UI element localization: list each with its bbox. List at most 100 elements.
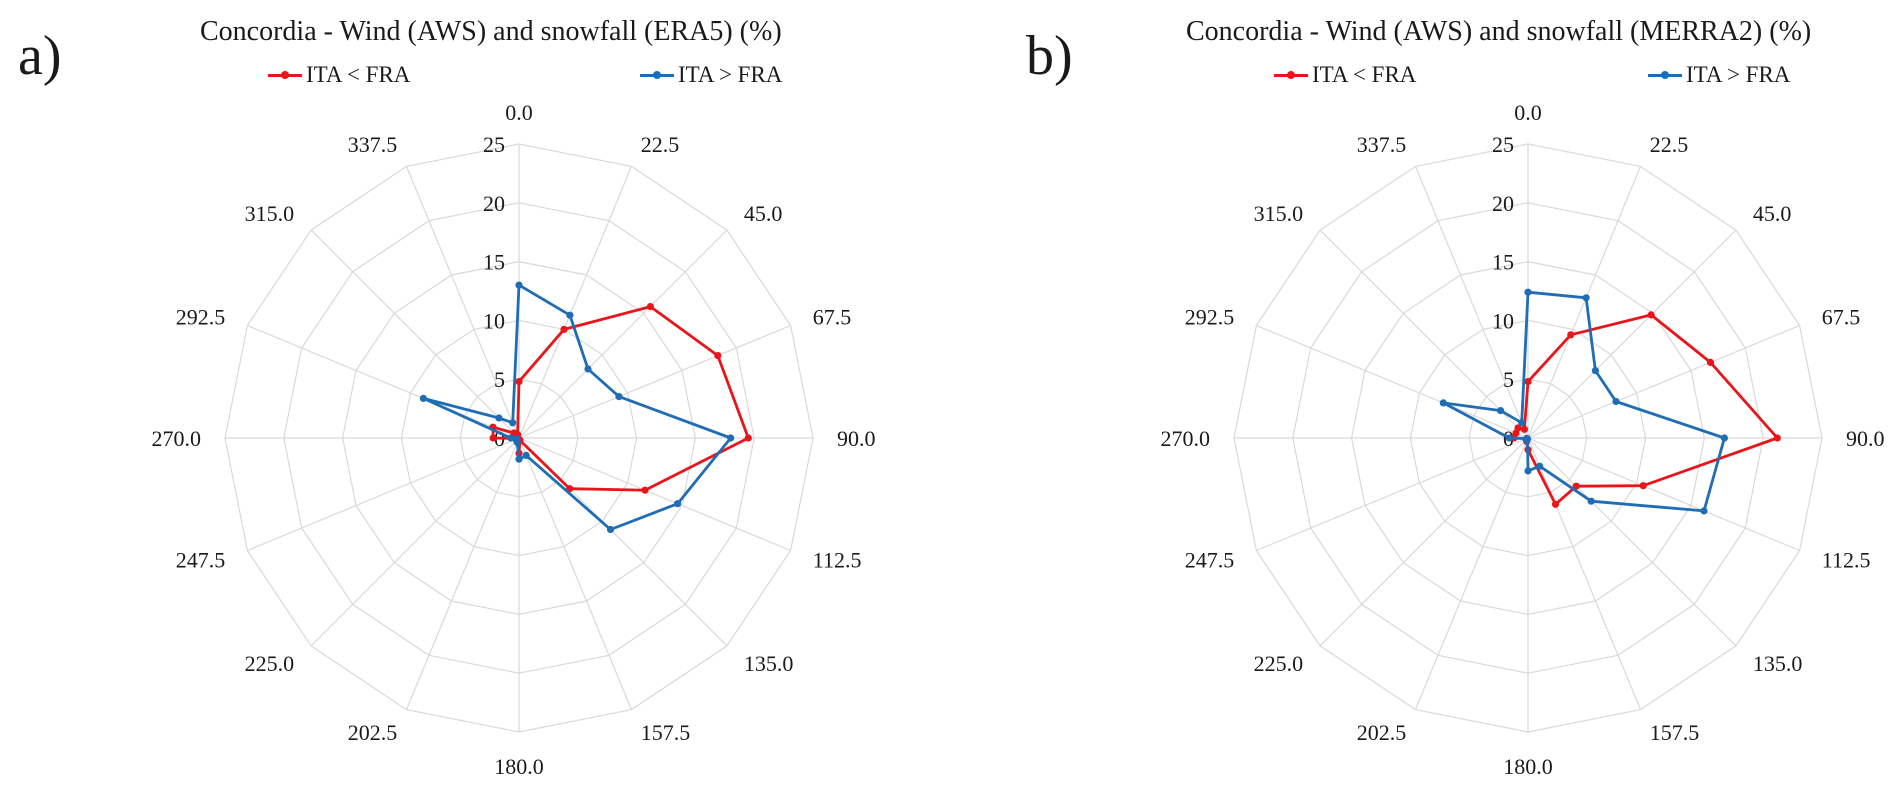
grid-spoke xyxy=(1256,437,1529,552)
data-point xyxy=(1524,378,1532,386)
category-label: 112.5 xyxy=(1822,548,1871,573)
category-label: 157.5 xyxy=(641,720,691,745)
panel-letter: b) xyxy=(1026,25,1073,87)
data-point xyxy=(1572,482,1580,490)
data-point xyxy=(674,500,682,508)
chart-panel-a: a) Concordia - Wind (AWS) and snowfall (… xyxy=(18,16,876,780)
legend-item-series-2: ITA > FRA xyxy=(1648,63,1790,86)
legend-swatch xyxy=(1274,68,1308,82)
chart-title: Concordia - Wind (AWS) and snowfall (MER… xyxy=(1186,16,1812,47)
data-point xyxy=(1523,434,1531,443)
category-label: 292.5 xyxy=(1185,304,1235,329)
grid-spoke xyxy=(1527,437,1642,710)
grid-spoke xyxy=(518,437,633,710)
category-label: 270.0 xyxy=(1161,426,1211,451)
grid-spoke xyxy=(247,324,520,439)
data-point xyxy=(1639,482,1647,490)
category-label: 22.5 xyxy=(1650,132,1689,157)
category-label: 270.0 xyxy=(152,426,202,451)
data-point xyxy=(1520,425,1528,433)
category-label: 180.0 xyxy=(1503,754,1553,779)
legend-label: ITA > FRA xyxy=(1686,62,1791,87)
data-point xyxy=(1439,399,1447,407)
data-point xyxy=(1591,367,1599,375)
data-point xyxy=(1497,407,1505,415)
grid-spoke xyxy=(518,229,728,439)
data-point xyxy=(507,434,515,442)
grid-spoke xyxy=(310,437,520,647)
data-point xyxy=(1518,419,1526,427)
grid-spoke xyxy=(518,437,791,552)
radial-tick-label: 20 xyxy=(483,191,505,216)
category-label: 67.5 xyxy=(813,304,852,329)
grid-spoke xyxy=(1414,437,1529,710)
legend-label: ITA > FRA xyxy=(678,62,783,87)
grid-spoke xyxy=(1319,437,1529,647)
data-point xyxy=(419,394,427,402)
data-point xyxy=(1567,331,1575,339)
data-point xyxy=(495,414,503,422)
data-point xyxy=(1773,434,1781,442)
data-point xyxy=(615,393,623,401)
category-label: 112.5 xyxy=(813,548,862,573)
category-label: 247.5 xyxy=(1185,548,1235,573)
radial-tick-label: 20 xyxy=(1492,191,1514,216)
data-point xyxy=(1647,311,1655,319)
radial-tick-label: 10 xyxy=(1492,308,1514,333)
category-label: 0.0 xyxy=(1514,100,1542,125)
data-point xyxy=(509,419,517,427)
data-point xyxy=(1524,288,1532,296)
data-point xyxy=(641,486,649,494)
grid-spoke xyxy=(518,324,791,439)
data-point xyxy=(515,455,523,463)
grid-spoke xyxy=(1527,437,1800,552)
data-point xyxy=(1505,434,1513,442)
data-point xyxy=(584,365,592,373)
grid-spoke xyxy=(1527,324,1800,439)
radial-tick-label: 25 xyxy=(483,132,505,157)
data-point xyxy=(714,352,722,360)
legend-swatch xyxy=(268,68,302,82)
data-point xyxy=(1700,507,1708,515)
data-point xyxy=(1720,434,1728,442)
data-point xyxy=(522,451,530,459)
category-label: 90.0 xyxy=(837,426,876,451)
radar-chart: 0.0 22.5 45.0 67.5 90.0 112.5 135.0 157.5 180.0 2… xyxy=(1161,100,1885,779)
grid-spoke xyxy=(247,437,520,552)
series-2 xyxy=(419,281,735,534)
radial-tick-label: 15 xyxy=(1492,250,1514,275)
data-point xyxy=(515,378,523,386)
category-label: 292.5 xyxy=(176,304,226,329)
data-point xyxy=(1551,500,1560,508)
category-label: 225.0 xyxy=(245,651,295,676)
chart-title: Concordia - Wind (AWS) and snowfall (ERA… xyxy=(200,16,782,47)
radial-tick-label: 15 xyxy=(483,250,505,275)
category-label: 180.0 xyxy=(494,754,544,779)
legend-label: ITA < FRA xyxy=(1312,62,1417,87)
category-label: 315.0 xyxy=(1254,201,1304,226)
category-label: 0.0 xyxy=(505,100,533,125)
radar-chart: 0.0 22.5 45.0 67.5 90.0 112.5 135.0 157.5 180.0 2… xyxy=(152,100,876,779)
category-label: 247.5 xyxy=(176,548,226,573)
category-label: 90.0 xyxy=(1846,426,1885,451)
category-label: 225.0 xyxy=(1254,651,1304,676)
legend-item-series-1: ITA < FRA xyxy=(1274,63,1416,86)
data-point xyxy=(1536,462,1544,470)
legend-item-series-2: ITA > FRA xyxy=(640,63,782,86)
grid-spoke xyxy=(518,166,633,439)
grid-spoke xyxy=(1527,229,1737,439)
data-point xyxy=(606,525,615,534)
radial-tick-label: 25 xyxy=(1492,132,1514,157)
grid-spoke xyxy=(310,229,520,439)
legend-swatch xyxy=(640,68,674,82)
grid-spoke xyxy=(405,166,520,439)
data-point xyxy=(515,281,523,289)
category-label: 67.5 xyxy=(1822,304,1861,329)
grid-spoke xyxy=(405,437,520,710)
data-point xyxy=(489,434,497,442)
grid-spoke xyxy=(1527,437,1737,647)
legend-swatch xyxy=(1648,68,1682,82)
radial-tick-label: 5 xyxy=(1503,367,1514,392)
grid-spoke xyxy=(1527,166,1642,439)
data-point xyxy=(1514,424,1522,432)
